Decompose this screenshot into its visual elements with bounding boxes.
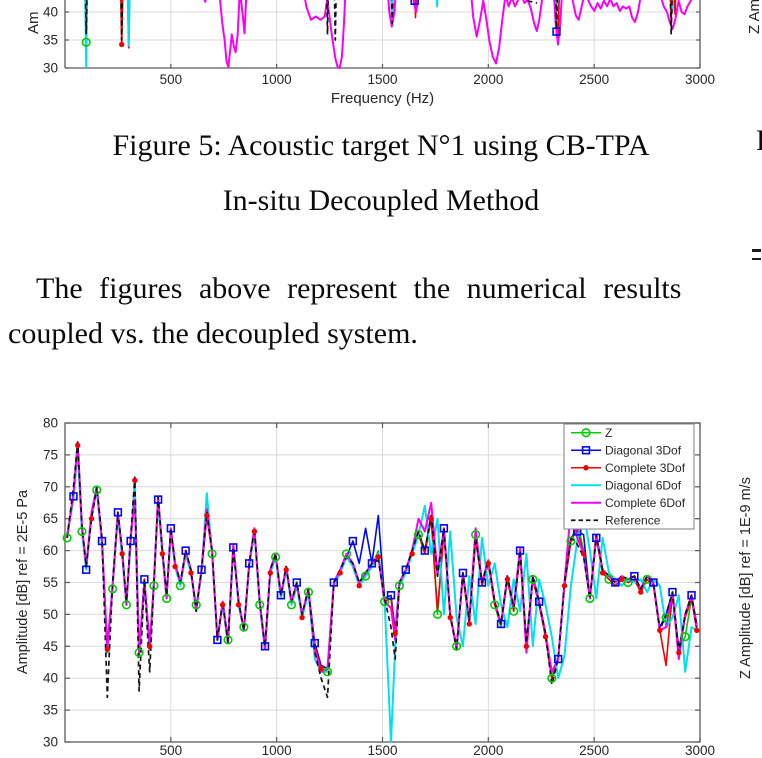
- x-tick-label: 2500: [579, 743, 609, 758]
- legend-label: Z: [605, 426, 612, 440]
- y-tick-label: 30: [43, 61, 58, 76]
- tick-marks: [65, 11, 701, 69]
- x-tick-label: 500: [160, 72, 183, 87]
- y-axis-label: Amplitude [dB] ref = 2E-5 Pa: [15, 489, 31, 674]
- gridlines: [65, 0, 701, 68]
- legend-label: Reference: [605, 513, 661, 527]
- figure5-caption-line2: In-situ Decoupled Method: [222, 184, 540, 217]
- x-tick-label: 1000: [262, 72, 292, 87]
- y-tick-label: 75: [43, 447, 58, 462]
- series-markers: [81, 0, 561, 48]
- series-reference: [84, 0, 673, 41]
- adjacent-chart-y-label-fragment: Z Am: [746, 0, 762, 34]
- series-markers: [62, 442, 700, 683]
- dash-mark: [752, 249, 761, 252]
- series-complete-6dof: [203, 0, 693, 69]
- x-tick-label: 3000: [685, 743, 715, 758]
- y-tick-label: 70: [43, 479, 58, 494]
- dash-mark: [752, 257, 761, 260]
- figure5-caption-line1: Figure 5: Acoustic target N°1 using CB-T…: [112, 129, 650, 162]
- figure5-chart-svg: 500 1000 1500 2000 2500 3000 30 35 40 Frequency (…: [25, 0, 762, 107]
- y-tick-label: 60: [43, 543, 58, 558]
- legend-label: Complete 3Dof: [605, 461, 686, 475]
- adjacent-chart-y-axis-label: Z Amplitude [dB] ref = 1E-9 m/s: [738, 477, 754, 679]
- y-tick-label: 40: [43, 5, 58, 20]
- acoustic-chart-svg: 500 1000 1500 2000 2500 3000 30 35 40 45 50 55 60 65 7…: [15, 416, 754, 758]
- x-tick-label: 3000: [685, 72, 715, 87]
- legend: Z Diagonal 3Dof Complete 3Dof Diagonal 6Dof…: [563, 423, 695, 530]
- x-tick-label: 1500: [367, 743, 397, 758]
- x-tick-label: 2500: [579, 72, 609, 87]
- right-edge-dash-marks: [752, 249, 762, 265]
- acoustic-comparison-chart: 500 1000 1500 2000 2500 3000 30 35 40 45 50 55 60 65 7…: [0, 408, 762, 758]
- legend-label: Diagonal 6Dof: [605, 478, 682, 492]
- y-tick-label: 40: [43, 671, 58, 686]
- y-tick-label: 35: [43, 33, 58, 48]
- y-tick-label: 65: [43, 511, 58, 526]
- series-diagonal-6dof: [84, 0, 674, 68]
- paragraph-line1: The figures above represent the numerica…: [36, 272, 682, 305]
- paragraph: The figures above represent the numerica…: [8, 266, 762, 356]
- x-tick-label: 2000: [473, 743, 503, 758]
- x-tick-label: 2000: [473, 72, 503, 87]
- y-tick-label: 45: [43, 639, 58, 654]
- y-tick-label: 55: [43, 575, 58, 590]
- adjacent-caption-fragment: F: [756, 124, 762, 166]
- axis-labels: 500 1000 1500 2000 2500 3000 30 35 40 Frequency (…: [25, 0, 762, 107]
- y-tick-label: 35: [43, 703, 58, 718]
- figure5-caption: Figure 5: Acoustic target N°1 using CB-T…: [0, 118, 762, 228]
- x-tick-label: 1000: [262, 743, 292, 758]
- y-tick-label: 30: [43, 735, 58, 750]
- y-tick-label: 80: [43, 416, 58, 431]
- x-axis-label: Frequency (Hz): [331, 90, 434, 107]
- legend-label: Diagonal 3Dof: [605, 443, 682, 457]
- y-tick-label: 50: [43, 607, 58, 622]
- legend-label: Complete 6Dof: [605, 496, 686, 510]
- figure5-chart-bottom-portion: 500 1000 1500 2000 2500 3000 30 35 40 Frequency (…: [0, 0, 762, 112]
- x-tick-label: 500: [160, 743, 183, 758]
- y-axis-label-fragment: Am: [25, 12, 42, 35]
- paragraph-line2: coupled vs. the decoupled system.: [8, 317, 418, 350]
- axis-labels: 500 1000 1500 2000 2500 3000 30 35 40 45 50 55 60 65 7…: [15, 416, 754, 758]
- x-tick-label: 1500: [367, 72, 397, 87]
